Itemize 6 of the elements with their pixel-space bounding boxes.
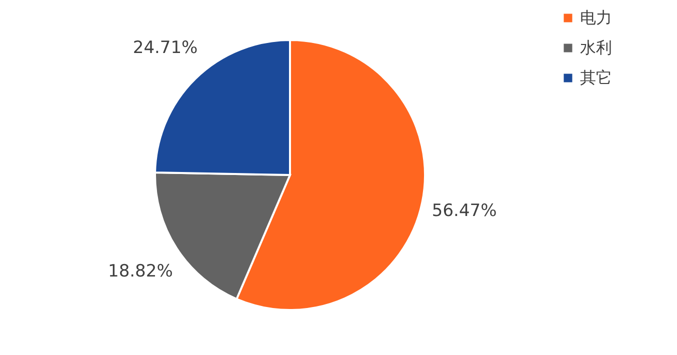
legend-label: 电力 xyxy=(580,8,612,27)
legend-label: 水利 xyxy=(580,38,612,57)
data-label: 24.71% xyxy=(132,38,198,58)
data-label: 18.82% xyxy=(108,262,173,282)
data-label: 56.47% xyxy=(432,200,497,221)
legend-label: 其它 xyxy=(580,68,612,87)
